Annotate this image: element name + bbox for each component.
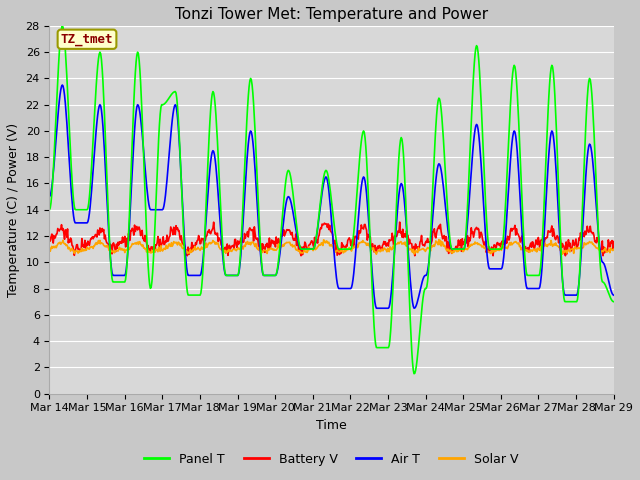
Legend: Panel T, Battery V, Air T, Solar V: Panel T, Battery V, Air T, Solar V [140, 448, 524, 471]
Text: TZ_tmet: TZ_tmet [61, 33, 113, 46]
Air T [58, 82, 66, 88]
Solar V [376, 249, 384, 254]
Battery V [494, 240, 502, 245]
Battery V [396, 219, 404, 225]
Y-axis label: Temperature (C) / Power (V): Temperature (C) / Power (V) [7, 123, 20, 297]
Solar V [298, 250, 306, 256]
Solar V [45, 245, 53, 251]
Line: Battery V: Battery V [49, 222, 614, 256]
Battery V [299, 252, 307, 258]
Air T [406, 277, 414, 283]
Air T [610, 292, 618, 298]
Line: Solar V: Solar V [49, 240, 614, 254]
Air T [299, 246, 307, 252]
Panel T [494, 246, 502, 252]
Air T [233, 273, 241, 278]
Title: Tonzi Tower Met: Temperature and Power: Tonzi Tower Met: Temperature and Power [175, 7, 488, 22]
Battery V [184, 253, 191, 259]
Battery V [406, 240, 414, 246]
Air T [373, 305, 381, 311]
Solar V [435, 237, 443, 242]
Battery V [154, 240, 161, 246]
Line: Panel T: Panel T [49, 26, 614, 374]
Solar V [232, 248, 240, 253]
Battery V [233, 244, 241, 250]
Battery V [45, 234, 53, 240]
Panel T [406, 299, 413, 304]
Panel T [299, 246, 307, 252]
Air T [154, 207, 162, 213]
Solar V [610, 246, 618, 252]
Air T [45, 194, 53, 200]
Solar V [406, 247, 413, 253]
Panel T [58, 23, 66, 29]
Solar V [494, 247, 502, 253]
Solar V [154, 248, 161, 253]
Solar V [372, 252, 380, 257]
Battery V [376, 244, 384, 250]
Panel T [233, 273, 241, 278]
X-axis label: Time: Time [316, 419, 347, 432]
Panel T [45, 207, 53, 213]
Battery V [610, 239, 618, 244]
Air T [494, 266, 502, 272]
Air T [377, 305, 385, 311]
Line: Air T: Air T [49, 85, 614, 308]
Panel T [410, 371, 418, 377]
Panel T [376, 345, 384, 350]
Panel T [154, 151, 162, 157]
Panel T [610, 299, 618, 304]
